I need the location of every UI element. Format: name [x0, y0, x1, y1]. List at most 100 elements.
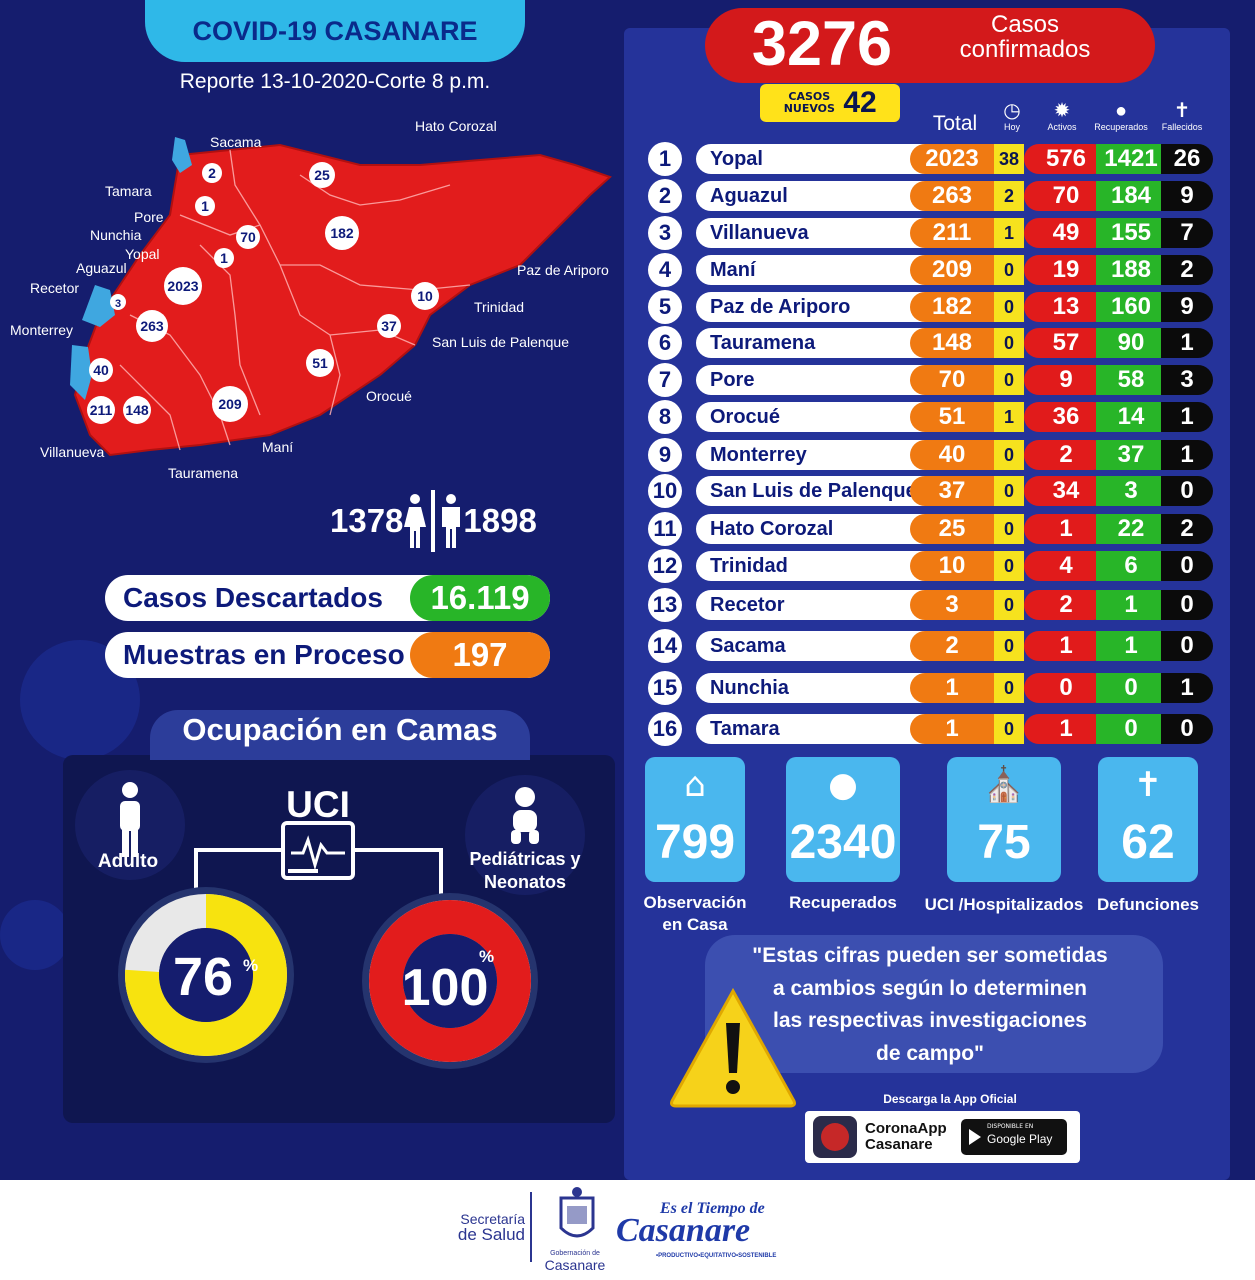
app-download-label: Descarga la App Oficial [883, 1092, 1017, 1106]
hoy-value: 1 [994, 402, 1024, 432]
hoy-value: 0 [994, 590, 1024, 620]
slogan-line-2: Casanare [616, 1212, 751, 1249]
col-fallecidos-label: Fallecidos [1161, 122, 1203, 132]
stat-card-observacion: ⌂ 799 [645, 757, 745, 882]
rank-badge: 16 [648, 712, 682, 746]
activos-value: 0 [1024, 673, 1108, 703]
map-label: San Luis de Palenque [432, 334, 569, 350]
fallecidos-value: 1 [1161, 440, 1213, 470]
hoy-value: 0 [994, 255, 1024, 285]
stat-label-uci: UCI /Hospitalizados [924, 895, 1084, 914]
footer-divider [530, 1192, 532, 1262]
map-bubble: 3 [115, 298, 121, 310]
hoy-value: 0 [994, 440, 1024, 470]
rank-badge: 13 [648, 588, 682, 622]
samples-row: Muestras en Proceso 197 [105, 632, 550, 678]
fallecidos-value: 2 [1161, 514, 1213, 544]
page-title: COVID-19 CASANARE [192, 15, 478, 46]
table-row: 1 Yopal 2023 38 576 1421 26 [648, 142, 1218, 176]
hoy-value: 1 [994, 218, 1024, 248]
col-recuperados-header: ● Recuperados [1090, 100, 1152, 132]
rank-badge: 2 [648, 179, 682, 213]
app-download-box[interactable]: CoronaApp Casanare DISPONIBLE EN Google … [805, 1111, 1080, 1163]
col-activos-label: Activos [1047, 122, 1077, 132]
tombstone-icon: ✝ [1133, 765, 1163, 805]
male-count: 1898 [463, 501, 537, 539]
adult-occupancy-arc [125, 894, 287, 1056]
app-name: CoronaApp Casanare [865, 1121, 947, 1153]
recuperados-value: 22 [1096, 514, 1166, 544]
monitor-icon [281, 821, 355, 880]
table-row: 2 Aguazul 263 2 70 184 9 [648, 179, 1218, 213]
rank-badge: 9 [648, 438, 682, 472]
total-value: 3 [910, 590, 994, 620]
total-value: 2023 [910, 144, 994, 174]
map-label: Trinidad [474, 299, 524, 315]
table-row: 3 Villanueva 211 1 49 155 7 [648, 216, 1218, 250]
fallecidos-value: 3 [1161, 365, 1213, 395]
play-icon [969, 1129, 981, 1145]
hoy-value: 0 [994, 714, 1024, 744]
title-banner: COVID-19 CASANARE [145, 0, 525, 62]
gobernacion-line-2: Casanare [544, 1257, 606, 1273]
fallecidos-value: 0 [1161, 631, 1213, 661]
total-value: 37 [910, 476, 994, 506]
adult-pct: 76 [173, 947, 233, 1007]
total-value: 182 [910, 292, 994, 322]
samples-label: Muestras en Proceso [123, 639, 405, 670]
ped-pct: 100 [402, 959, 489, 1017]
recuperados-value: 1 [1096, 590, 1166, 620]
slogan-line-1: Es el Tiempo de [660, 1200, 765, 1217]
map-bubble: 2023 [167, 278, 198, 294]
hoy-value: 2 [994, 181, 1024, 211]
virus-icon: ✹ [1053, 100, 1071, 122]
fallecidos-value: 26 [1161, 144, 1213, 174]
google-play-button[interactable]: DISPONIBLE EN Google Play [961, 1119, 1067, 1155]
recuperados-value: 58 [1096, 365, 1166, 395]
map-label: Tauramena [168, 465, 238, 481]
total-value: 1 [910, 714, 994, 744]
map-bubble: 10 [417, 288, 433, 304]
col-activos-header: ✹ Activos [1040, 100, 1084, 132]
activos-value: 34 [1024, 476, 1108, 506]
store-label: Google Play [987, 1132, 1053, 1146]
beds-title-bg [150, 710, 530, 760]
secretaria-line-2: de Salud [457, 1225, 525, 1244]
rank-badge: 8 [648, 400, 682, 434]
tombstone-icon: ✝ [1173, 100, 1191, 122]
activos-value: 1 [1024, 514, 1108, 544]
new-cases-label-2: NUEVOS [783, 102, 835, 115]
rank-badge: 4 [648, 253, 682, 287]
new-cases-badge: CASOS NUEVOS 42 [760, 84, 900, 122]
recuperados-value: 37 [1096, 440, 1166, 470]
stat-label-defunciones: Defunciones [1096, 895, 1200, 914]
beds-title: Ocupación en Camas [182, 712, 498, 747]
disclaimer-line: "Estas cifras pueden ser sometidas [752, 944, 1108, 967]
municipality-name: Tamara [696, 714, 956, 744]
table-row: 16 Tamara 1 0 1 0 0 [648, 712, 1218, 746]
ped-label-2: Neonatos [484, 872, 566, 892]
map-bubble: 211 [90, 402, 113, 418]
ped-label-1: Pediátricas y [469, 849, 580, 869]
map-bubble: 70 [240, 229, 256, 245]
hoy-value: 38 [994, 144, 1024, 174]
map-label: Maní [262, 439, 293, 455]
table-row: 14 Sacama 2 0 1 1 0 [648, 629, 1218, 663]
table-row: 10 San Luis de Palenque 37 0 34 3 0 [648, 474, 1218, 508]
recuperados-value: 1 [1096, 631, 1166, 661]
map-bubble: 25 [314, 167, 330, 183]
clock-icon: ◷ [1003, 100, 1021, 122]
map-label: Paz de Ariporo [517, 262, 609, 278]
recuperados-value: 90 [1096, 328, 1166, 358]
hoy-value: 0 [994, 631, 1024, 661]
footer: Secretaría de Salud Gobernación de Casan… [0, 1180, 1255, 1280]
rank-badge: 7 [648, 363, 682, 397]
stat-label-recuperados: Recuperados [789, 893, 897, 912]
new-cases-label: CASOS NUEVOS [783, 91, 835, 115]
rank-badge: 5 [648, 290, 682, 324]
activos-value: 36 [1024, 402, 1108, 432]
recuperados-value: 14 [1096, 402, 1166, 432]
map-label: Hato Corozal [415, 118, 497, 134]
table-row: 15 Nunchia 1 0 0 0 1 [648, 671, 1218, 705]
